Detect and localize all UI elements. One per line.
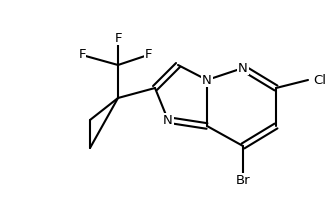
Text: Br: Br bbox=[236, 173, 250, 186]
Text: N: N bbox=[163, 114, 173, 126]
Text: F: F bbox=[144, 48, 152, 62]
Text: N: N bbox=[202, 74, 212, 87]
Text: Cl: Cl bbox=[313, 74, 326, 87]
Text: F: F bbox=[78, 48, 86, 62]
Text: N: N bbox=[238, 62, 248, 74]
Text: F: F bbox=[114, 31, 122, 45]
